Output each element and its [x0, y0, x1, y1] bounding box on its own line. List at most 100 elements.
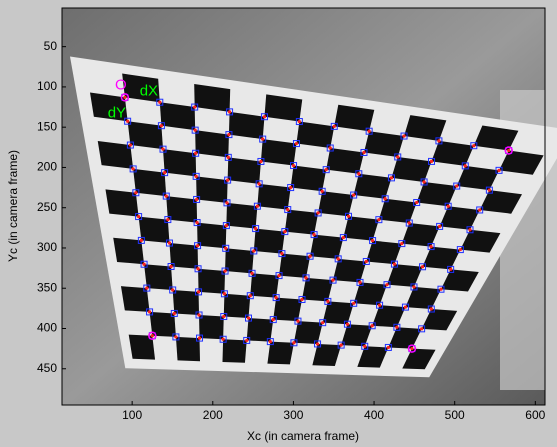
x-tick-label: 100 — [122, 408, 142, 422]
corner-dot — [321, 321, 324, 324]
corner-dot — [337, 257, 340, 260]
corner-dot — [226, 178, 229, 181]
annotation: dY — [108, 104, 126, 121]
corner-dot — [368, 130, 371, 133]
corner-dot — [151, 334, 154, 337]
board-square — [105, 189, 138, 216]
corner-dot — [137, 215, 140, 218]
annotation: dX — [140, 82, 158, 99]
corner-dot — [195, 175, 198, 178]
corner-dot — [223, 292, 226, 295]
corner-dot — [198, 336, 201, 339]
corner-dot — [160, 124, 163, 127]
corner-dot — [415, 201, 418, 204]
corner-dot — [300, 298, 303, 301]
board-square — [247, 318, 274, 342]
corner-dot — [449, 268, 452, 271]
corner-dot — [439, 288, 442, 291]
corner-dot — [385, 283, 388, 286]
corner-dot — [393, 263, 396, 266]
board-square — [195, 130, 229, 157]
corner-dot — [437, 139, 440, 142]
corner-dot — [396, 155, 399, 158]
corner-dot — [196, 244, 199, 247]
x-axis-label: Xc (in camera frame) — [247, 429, 359, 443]
corner-dot — [223, 269, 226, 272]
corner-dot — [247, 316, 250, 319]
corner-dot — [249, 294, 252, 297]
board-square — [261, 139, 297, 165]
x-tick-label: 300 — [283, 408, 303, 422]
board-square — [273, 298, 302, 322]
corner-dot — [161, 148, 164, 151]
corner-dot — [438, 225, 441, 228]
corner-dot — [275, 296, 278, 299]
board-square — [224, 294, 251, 318]
corner-dot — [269, 340, 272, 343]
corner-dot — [352, 193, 355, 196]
corner-dot — [272, 318, 275, 321]
board-square — [160, 102, 195, 130]
corner-dot — [340, 344, 343, 347]
corner-dot — [325, 168, 328, 171]
corner-dot — [123, 96, 126, 99]
board-square — [326, 148, 364, 174]
corner-dot — [447, 205, 450, 208]
corner-dot — [169, 265, 172, 268]
board-square — [121, 286, 150, 312]
corner-dot — [333, 125, 336, 128]
corner-dot — [342, 236, 345, 239]
corner-dot — [145, 286, 148, 289]
corner-dot — [197, 290, 200, 293]
corner-dot — [126, 120, 129, 123]
corner-dot — [134, 191, 137, 194]
x-tick-label: 600 — [525, 408, 545, 422]
corner-dot — [488, 189, 491, 192]
figure: Xc (in camera frame) Yc (in camera frame… — [0, 0, 557, 447]
corner-dot — [357, 172, 360, 175]
corner-dot — [225, 224, 228, 227]
x-tick-label: 500 — [445, 408, 465, 422]
corner-dot — [280, 252, 283, 255]
corner-dot — [148, 310, 151, 313]
corner-dot — [362, 151, 365, 154]
corner-dot — [363, 345, 366, 348]
corner-dot — [225, 201, 228, 204]
corner-dot — [472, 144, 475, 147]
y-axis-label: Yc (in camera frame) — [6, 150, 20, 262]
board-square — [279, 254, 310, 278]
y-tick-label: 450 — [37, 361, 57, 375]
corner-dot — [174, 335, 177, 338]
board-square — [197, 223, 226, 249]
corner-dot — [194, 129, 197, 132]
board-square — [302, 278, 333, 302]
board-square — [318, 191, 354, 216]
x-tick-label: 400 — [364, 408, 384, 422]
corner-dot — [387, 346, 390, 349]
corner-dot — [296, 320, 299, 323]
corner-dot — [321, 190, 324, 193]
corner-dot — [194, 152, 197, 155]
corner-dot — [195, 221, 198, 224]
corner-dot — [326, 300, 329, 303]
corner-dot — [283, 230, 286, 233]
corner-dot — [421, 265, 424, 268]
board-square — [228, 157, 261, 183]
board-square — [250, 273, 279, 297]
corner-dot — [168, 241, 171, 244]
corner-dot — [129, 143, 132, 146]
y-tick-label: 250 — [37, 200, 57, 214]
corner-dot — [308, 255, 311, 258]
board-square — [198, 269, 225, 294]
corner-dot — [408, 221, 411, 224]
board-square — [254, 229, 285, 254]
corner-dot — [171, 288, 174, 291]
corner-dot — [263, 115, 266, 118]
corner-dot — [346, 323, 349, 326]
corner-dot — [261, 137, 264, 140]
board-square — [257, 184, 290, 210]
corner-dot — [295, 142, 298, 145]
corner-dot — [316, 342, 319, 345]
corner-dot — [304, 276, 307, 279]
corner-dot — [228, 110, 231, 113]
